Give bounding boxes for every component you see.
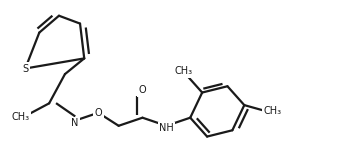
Text: NH: NH — [159, 123, 174, 133]
Text: O: O — [94, 108, 102, 118]
Text: O: O — [139, 85, 146, 95]
Text: CH₃: CH₃ — [11, 112, 29, 122]
Text: CH₃: CH₃ — [174, 66, 193, 76]
Text: S: S — [22, 64, 28, 73]
Text: CH₃: CH₃ — [263, 106, 282, 116]
Text: N: N — [71, 118, 78, 128]
